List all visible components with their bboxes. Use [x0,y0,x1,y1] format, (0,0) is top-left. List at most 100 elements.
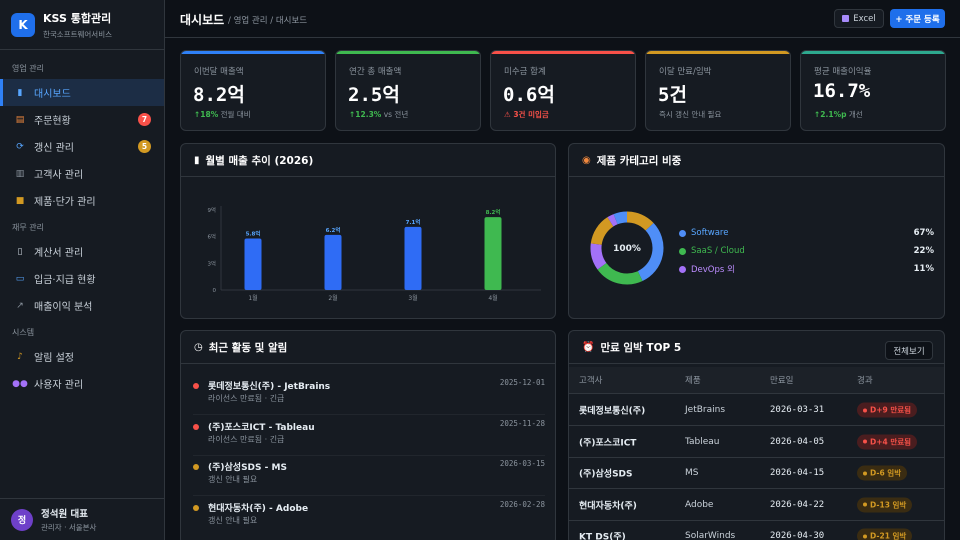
sidebar-item-label: 제품·단가 관리 [34,197,96,208]
view-all-button[interactable]: 전체보기 [885,341,933,360]
user-name: 정석원 대표 [41,509,89,520]
activity-item[interactable]: 현대자동차(주) - Adobe 갱신 안내 필요 2026-02-28 [193,497,545,537]
donut-segment[interactable] [590,243,607,270]
kpi-accent-bar [336,51,480,54]
kpi-card[interactable]: 이달 만료/임박 5건 즉시 갱신 안내 필요 [645,50,791,131]
bar-chart-icon: ▮ [17,87,23,98]
legend-swatch [679,247,686,255]
status-text: D-6 임박 [870,468,902,478]
bar[interactable] [484,217,502,290]
donut-segment[interactable] [613,211,628,225]
table-row[interactable]: 현대자동차(주) Adobe 2026-04-22 D-13 임박 [569,490,944,521]
bar[interactable] [404,226,422,290]
activity-item[interactable]: (주)포스코ICT - Tableau 라이선스 만료됨 · 긴급 2025-11-… [193,416,545,456]
cell-customer: (주)삼성SDS [579,469,633,480]
brand[interactable]: K KSS 통합관리 한국소프트웨어서비스 [0,0,164,50]
donut-segment[interactable] [597,262,643,285]
sidebar-item-label: 계산서 관리 [34,248,84,259]
revenue-chart-panel: ▮ 월별 매출 추이 (2026) 0 3억 6억 9억 5.8억 1월 6.2억 2월 7.1… [180,143,556,319]
legend-swatch [679,265,686,273]
sidebar-item[interactable]: ▤ 주문현황 7 [0,106,164,133]
bar-data-label: 7.1억 [406,218,421,226]
status-text: D+4 만료됨 [870,437,912,446]
users-icon: ●● [12,378,28,389]
sidebar-item[interactable]: ●● 사용자 관리 [0,370,164,397]
user-profile[interactable]: 정 정석원 대표 관리자 · 서울본사 [0,498,164,540]
activity-item[interactable]: (주)삼성SDS - MS 갱신 안내 필요 2026-03-15 [193,456,545,496]
sidebar-item[interactable]: ▮ 대시보드 [0,79,164,106]
kpi-card[interactable]: 이번달 매출액 8.2억 ↑18% 전월 대비 [180,50,326,131]
avatar: 정 [11,508,33,531]
activity-description: 갱신 안내 필요 [208,475,258,484]
kpi-card[interactable]: 미수금 합계 0.6억 ⚠ 3건 미입금 [490,50,636,131]
kpi-card[interactable]: 연간 총 매출액 2.5억 ↑12.3% vs 전년 [335,50,481,131]
bar[interactable] [324,234,342,290]
kpi-delta: ↑18% [194,110,219,119]
activity-date: 2026-02-28 [499,499,545,509]
donut-segment[interactable] [637,223,664,282]
legend-item: DevOps 외 11% [679,262,934,276]
revenue-bar-chart: 0 3억 6억 9억 5.8억 1월 6.2억 2월 7.1억 3월 8.2억 4월 [207,206,541,302]
sidebar-item[interactable]: ▯ 계산서 관리 [0,238,164,265]
legend-swatch [679,229,686,237]
user-role: 관리자 · 서울본사 [41,523,97,532]
cell-expiry-date: 2026-04-30 [770,531,825,540]
activity-date: 2025-11-28 [499,418,545,428]
bell-icon: ♪ [17,351,23,362]
donut-segment[interactable] [590,217,614,246]
table-row[interactable]: (주)포스코ICT Tableau 2026-04-05 D+4 만료됨 [569,427,944,458]
status-dot [863,408,867,412]
sidebar-item[interactable]: ↗ 매출이익 분석 [0,292,164,319]
sidebar-item[interactable]: ♪ 알림 설정 [0,343,164,370]
kpi-accent-bar [646,51,790,54]
kpi-accent-bar [801,51,945,54]
kpi-delta: ⚠ 3건 미입금 [504,110,549,119]
status-badge: D+9 만료됨 [857,402,918,418]
cell-customer: (주)포스코ICT [579,438,637,448]
y-tick-label: 0 [213,288,217,294]
status-badge: D-6 임박 [857,465,908,481]
status-dot [193,423,199,430]
cell-status: D-21 임박 [857,528,913,540]
kpi-subtext: 즉시 갱신 안내 필요 [659,109,721,120]
sidebar-item-label: 알림 설정 [34,353,74,364]
table-row[interactable]: (주)삼성SDS MS 2026-04-15 D-6 임박 [569,458,944,489]
sidebar-item[interactable]: ▥ 고객사 관리 [0,160,164,187]
card-icon: ▭ [15,273,25,284]
bar-chart-icon: ▮ [194,154,200,166]
cell-expiry-date: 2026-04-15 [770,468,825,478]
sidebar-item[interactable]: ⟳ 갱신 관리 5 [0,133,164,160]
bar[interactable] [244,238,262,290]
legend-label: Software [691,228,729,238]
new-order-button[interactable]: + 주문 등록 [890,9,945,28]
status-dot [863,471,867,475]
cell-status: D-6 임박 [857,465,908,481]
activity-date: 2025-12-01 [499,378,545,387]
legend-label: DevOps 외 [691,265,735,275]
cell-customer: KT DS(주) [579,532,626,540]
category-panel-title: 제품 카테고리 비중 [596,154,682,167]
nav-section-items: ▮ 대시보드 ▤ 주문현황 7 ⟳ 갱신 관리 5 ▥ 고객사 관리 ■ 제품·단가 관리 [0,79,164,214]
activity-item[interactable]: 롯데정보통신(주) - JetBrains 라이선스 만료됨 · 긴급 2025-1… [193,375,545,415]
activity-title: 롯데정보통신(주) - JetBrains [208,382,331,392]
column-header-customer: 고객사 [579,376,603,386]
table-row[interactable]: 롯데정보통신(주) JetBrains 2026-03-31 D+9 만료됨 [569,395,944,426]
count-badge: 7 [138,113,151,126]
table-row[interactable]: KT DS(주) SolarWinds 2026-04-30 D-21 임박 [569,521,944,540]
status-dot [863,534,867,538]
kpi-card[interactable]: 평균 매출이익율 16.7% ↑2.1%p 개선 [800,50,946,131]
kpi-note: 개선 [846,110,863,119]
donut-center-label: 100% [613,244,641,254]
sidebar-item[interactable]: ■ 제품·단가 관리 [0,187,164,214]
cell-product: JetBrains [685,405,726,415]
cell-product: Tableau [685,436,720,447]
excel-export-button[interactable]: Excel [834,9,884,28]
sidebar-item[interactable]: ▭ 입금·지급 현황 [0,265,164,292]
status-badge: D-21 임박 [857,528,913,540]
donut-segment[interactable] [607,214,618,227]
legend-percent: 67% [913,228,934,238]
sidebar-item-label: 대시보드 [34,89,71,100]
donut-segment[interactable] [626,211,654,231]
kpi-note: vs 전년 [381,110,409,119]
sidebar-item-label: 주문현황 [34,116,71,127]
